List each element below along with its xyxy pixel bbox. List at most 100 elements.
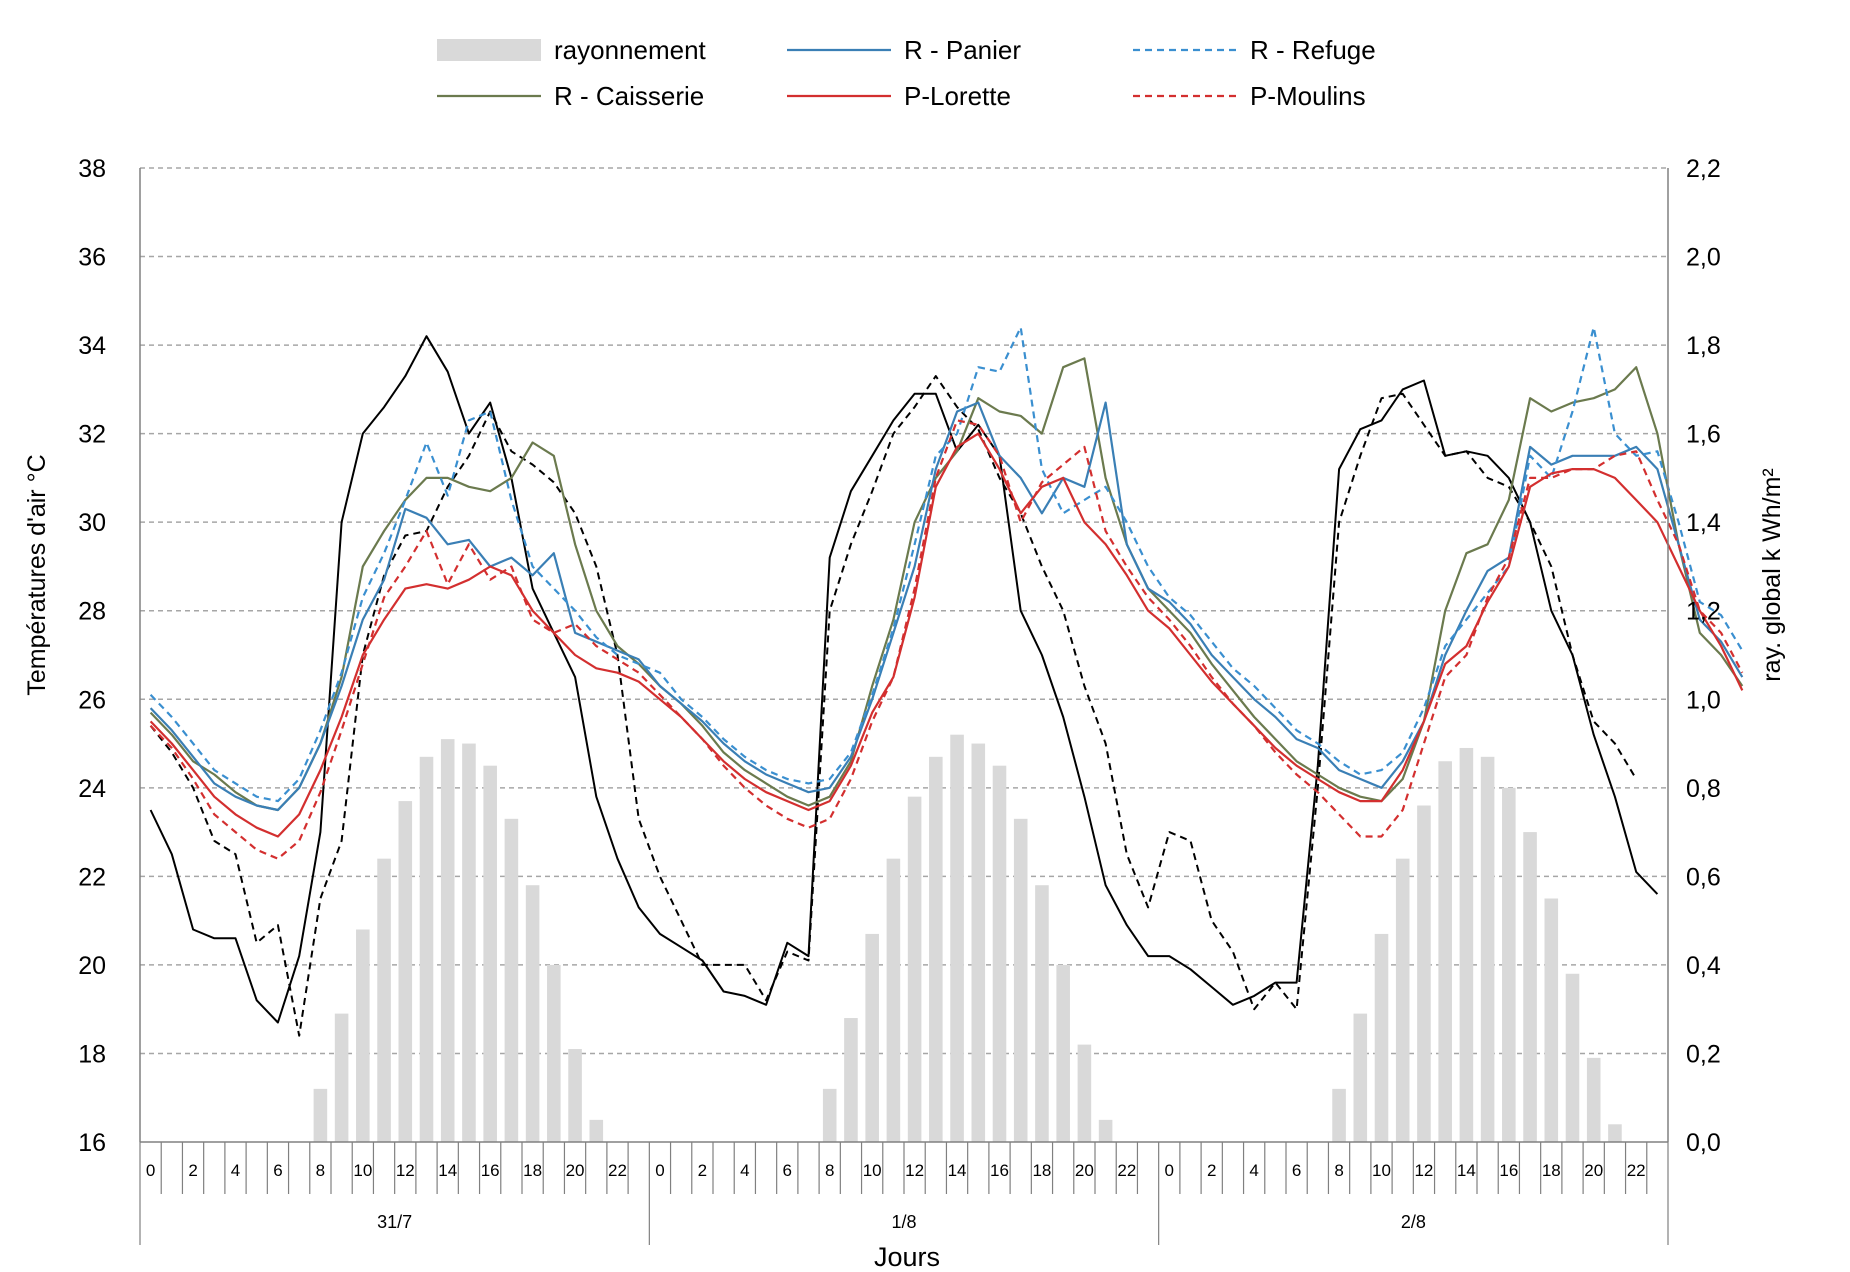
hour-tick-label: 6 [783, 1161, 792, 1180]
y-right-tick-label: 2,2 [1686, 155, 1721, 183]
axes: 1618202224262830323436380,00,20,40,60,81… [78, 155, 1721, 1245]
y-right-tick-label: 1,0 [1686, 686, 1721, 714]
radiation-bar [1608, 1124, 1622, 1142]
grid-lines [140, 167, 1668, 1055]
series-line-moulins [149, 419, 1744, 860]
y-axis-left-title: Températures d'air °C [23, 454, 51, 695]
hour-tick-label: 16 [1499, 1161, 1518, 1180]
y-left-tick-label: 30 [78, 509, 106, 537]
y-left-tick-label: 38 [78, 155, 106, 183]
radiation-bar [525, 885, 540, 1142]
radiation-bar [483, 765, 497, 1142]
y-right-tick-label: 2,0 [1686, 244, 1721, 272]
radiation-bar [907, 796, 922, 1142]
radiation-bar [1480, 756, 1495, 1142]
radiation-bar [1565, 973, 1580, 1142]
hour-tick-label: 20 [1075, 1161, 1094, 1180]
radiation-bar [950, 734, 964, 1142]
y-right-tick-label: 1,6 [1686, 421, 1721, 449]
hour-tick-label: 18 [1542, 1161, 1561, 1180]
radiation-bar [1502, 787, 1516, 1142]
hour-tick-label: 10 [863, 1161, 882, 1180]
radiation-bar [865, 933, 879, 1142]
hour-tick-label: 14 [1457, 1161, 1476, 1180]
radiation-bar [1417, 805, 1431, 1142]
radiation-bar [462, 743, 476, 1142]
radiation-bar [1544, 898, 1559, 1142]
y-left-tick-label: 28 [78, 598, 106, 626]
radiation-bar [929, 756, 943, 1142]
legend: rayonnement R - Panier R - Refuge R - Caiss… [437, 35, 1376, 111]
radiation-bar [419, 756, 434, 1142]
legend-item-lorette: P-Lorette [787, 81, 1011, 111]
y-left-tick-label: 16 [78, 1129, 106, 1157]
y-right-tick-label: 1,2 [1686, 598, 1721, 626]
legend-label: R - Panier [904, 35, 1021, 65]
series-line-refuge [149, 326, 1744, 803]
y-left-tick-label: 34 [78, 332, 106, 360]
radiation-bar [1332, 1088, 1346, 1142]
hour-tick-label: 6 [1292, 1161, 1301, 1180]
legend-item-caisserie: R - Caisserie [437, 81, 704, 111]
hour-tick-label: 14 [948, 1161, 967, 1180]
radiation-bar [377, 858, 391, 1142]
radiation-bar [547, 964, 561, 1142]
legend-item-panier: R - Panier [787, 35, 1021, 65]
radiation-bar [1395, 858, 1410, 1142]
radiation-bar [440, 739, 455, 1142]
hour-tick-label: 2 [698, 1161, 707, 1180]
radiation-bar [568, 1049, 582, 1142]
hour-tick-label: 12 [905, 1161, 924, 1180]
hour-tick-label: 4 [231, 1161, 240, 1180]
hour-tick-label: 2 [1207, 1161, 1216, 1180]
y-right-tick-label: 1,8 [1686, 332, 1721, 360]
y-right-tick-label: 0,0 [1686, 1129, 1721, 1157]
radiation-bar [356, 929, 370, 1142]
hour-tick-label: 16 [990, 1161, 1009, 1180]
hour-tick-label: 20 [566, 1161, 585, 1180]
series-line-lorette [149, 432, 1744, 838]
y-left-tick-label: 18 [78, 1040, 106, 1068]
radiation-bar [398, 801, 413, 1142]
day-label: 2/8 [1401, 1212, 1426, 1232]
radiation-bar [886, 858, 901, 1142]
temperature-lines [149, 326, 1744, 1037]
radiation-bar [1098, 1119, 1113, 1142]
day-label: 1/8 [891, 1212, 916, 1232]
x-axis-title: Jours [874, 1242, 940, 1272]
series-line-black_solid [149, 335, 1659, 1024]
radiation-bar [1353, 1013, 1368, 1142]
y-right-tick-label: 0,2 [1686, 1040, 1721, 1068]
radiation-bars [313, 734, 1622, 1142]
series-line-black_dashed [149, 375, 1638, 1037]
y-left-tick-label: 24 [78, 775, 106, 803]
radiation-bar [589, 1119, 604, 1142]
hour-tick-label: 14 [438, 1161, 457, 1180]
y-right-tick-label: 0,6 [1686, 863, 1721, 891]
hour-tick-label: 18 [1032, 1161, 1051, 1180]
series-line-caisserie [149, 357, 1744, 812]
radiation-bar [1035, 885, 1049, 1142]
hour-tick-label: 22 [608, 1161, 627, 1180]
y-right-tick-label: 1,4 [1686, 509, 1721, 537]
hour-tick-label: 4 [740, 1161, 749, 1180]
legend-label: P-Lorette [904, 81, 1011, 111]
y-left-tick-label: 32 [78, 421, 106, 449]
hour-tick-label: 0 [146, 1161, 155, 1180]
legend-label: R - Caisserie [554, 81, 704, 111]
hour-tick-label: 12 [396, 1161, 415, 1180]
y-left-tick-label: 20 [78, 952, 106, 980]
day-label: 31/7 [377, 1212, 412, 1232]
legend-item-ray: rayonnement [437, 35, 707, 65]
radiation-bar [1438, 761, 1452, 1142]
hour-tick-label: 8 [1334, 1161, 1343, 1180]
radiation-bar [1459, 747, 1474, 1142]
radiation-bar [844, 1018, 858, 1142]
radiation-bar [504, 818, 519, 1142]
hour-tick-label: 8 [316, 1161, 325, 1180]
y-axis-right-title: ray. global k Wh/m² [1758, 468, 1786, 681]
y-right-tick-label: 0,4 [1686, 952, 1721, 980]
radiation-bar [992, 765, 1007, 1142]
hour-tick-label: 10 [1372, 1161, 1391, 1180]
hour-tick-label: 6 [273, 1161, 282, 1180]
